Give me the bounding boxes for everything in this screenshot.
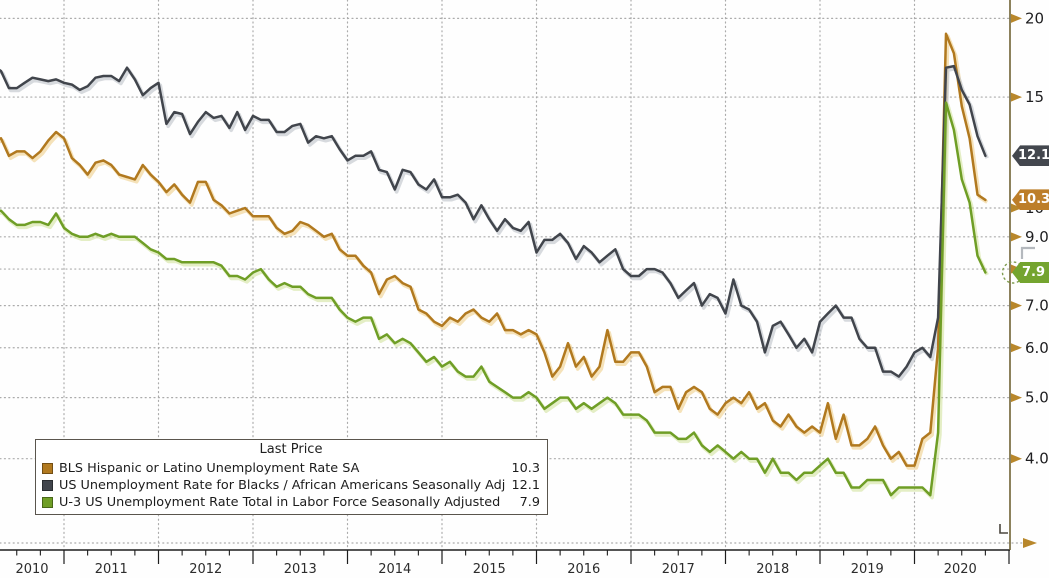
year-label: 2012 bbox=[189, 562, 222, 577]
year-label: 2011 bbox=[95, 562, 128, 577]
series-line-hispanic bbox=[0, 32, 987, 467]
last-price-badge-hispanic: 10.3 bbox=[1012, 189, 1049, 211]
year-label: 2017 bbox=[662, 562, 695, 577]
y-tick-label: 15 bbox=[1025, 88, 1044, 106]
last-price-badge-u3: 7.9 bbox=[1012, 261, 1049, 283]
x-axis-labels: 2010 2011 2012 2013 2014 2015 2016 2017 2018 2019… bbox=[15, 562, 976, 577]
y-tick-label: 6.0 bbox=[1025, 339, 1049, 357]
y-tick-label: 20 bbox=[1025, 9, 1044, 27]
y-tick-label: 7.0 bbox=[1025, 297, 1049, 315]
legend-rows: BLS Hispanic or Latino Unemployment Rate… bbox=[42, 460, 540, 511]
y-tick-label: 4.0 bbox=[1025, 450, 1049, 468]
y-tick-arrow-icon bbox=[1011, 232, 1022, 242]
y-tick-label: 9.0 bbox=[1025, 228, 1049, 246]
series-line-u3 bbox=[0, 101, 987, 497]
legend-title: Last Price bbox=[259, 442, 323, 457]
legend-last-price-value: 12.1 bbox=[511, 478, 541, 493]
legend-row-black: US Unemployment Rate for Blacks / Africa… bbox=[42, 477, 540, 494]
corner-bracket-icon bbox=[1020, 246, 1035, 259]
series-lines bbox=[0, 32, 987, 497]
y-tick-arrow-icon bbox=[1011, 13, 1022, 23]
year-label: 2016 bbox=[567, 562, 600, 577]
y-tick-arrow-icon bbox=[1011, 92, 1022, 102]
legend-swatch-icon bbox=[42, 497, 53, 508]
series-line-black bbox=[0, 64, 987, 378]
x-axis-arrow-icon bbox=[1023, 538, 1037, 548]
y-tick-arrow-icon bbox=[1011, 454, 1022, 464]
last-price-badge-black: 12.1 bbox=[1012, 145, 1049, 167]
legend-swatch-icon bbox=[42, 480, 53, 491]
legend-series-label: U-3 US Unemployment Rate Total in Labor … bbox=[59, 495, 501, 510]
year-label: 2020 bbox=[944, 562, 977, 577]
y-tick-arrow-icon bbox=[1011, 301, 1022, 311]
year-label: 2018 bbox=[756, 562, 789, 577]
legend-box: Last Price BLS Hispanic or Latino Unempl… bbox=[35, 439, 548, 515]
legend-row-hispanic: BLS Hispanic or Latino Unemployment Rate… bbox=[42, 460, 540, 477]
legend-row-u3: U-3 US Unemployment Rate Total in Labor … bbox=[42, 494, 540, 511]
year-label: 2015 bbox=[473, 562, 506, 577]
year-label: 2019 bbox=[851, 562, 884, 577]
series-glow-hispanic bbox=[0, 34, 989, 470]
year-label: 2014 bbox=[378, 562, 411, 577]
legend-swatch-icon bbox=[42, 463, 53, 474]
y-tick-arrow-icon bbox=[1011, 343, 1022, 353]
y-tick-label: 5.0 bbox=[1025, 389, 1049, 407]
legend-last-price-value: 10.3 bbox=[511, 461, 541, 476]
year-label: 2010 bbox=[15, 562, 48, 577]
y-tick-arrow-icon bbox=[1011, 203, 1022, 213]
legend-last-price-value: 7.9 bbox=[519, 495, 540, 510]
corner-bracket-icon bbox=[999, 524, 1008, 534]
year-label: 2013 bbox=[284, 562, 317, 577]
legend-series-label: BLS Hispanic or Latino Unemployment Rate… bbox=[59, 461, 360, 476]
y-axis-labels: 2015109.08.07.06.05.04.0 bbox=[1025, 9, 1049, 467]
legend-series-label: US Unemployment Rate for Blacks / Africa… bbox=[59, 478, 506, 493]
y-tick-arrow-icon bbox=[1011, 393, 1022, 403]
